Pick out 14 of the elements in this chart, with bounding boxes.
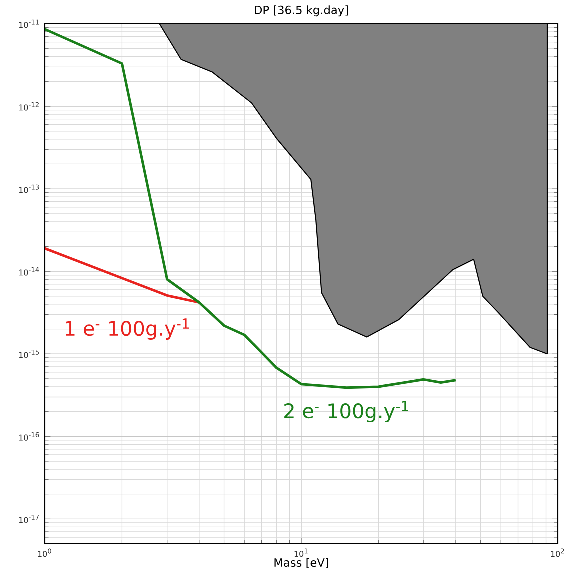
series-label: 1 e$^{-}$ 100g.y$^{-1}$	[66, 318, 190, 340]
y-tick-label: 10$^{-14}$	[19, 267, 40, 276]
y-tick-label: 10$^{-16}$	[19, 432, 40, 441]
y-tick-label: 10$^{-15}$	[19, 350, 40, 358]
y-tick-label: 10$^{-13}$	[19, 184, 40, 194]
x-axis-title: Mass [eV]	[274, 558, 328, 568]
x-tick-label: 10$^{0}$	[38, 548, 52, 558]
y-tick-label: 10$^{-11}$	[19, 20, 40, 28]
chart-title: DP [36.5 kg.day]	[255, 6, 348, 17]
x-tick-label: 10$^{1}$	[294, 548, 308, 558]
x-tick-label: 10$^{2}$	[551, 548, 564, 558]
series-label: 2 e$^{-}$ 100g.y$^{-1}$	[284, 401, 408, 423]
y-tick-label: 10$^{-17}$	[19, 514, 40, 524]
y-tick-label: 10$^{-12}$	[19, 102, 39, 111]
